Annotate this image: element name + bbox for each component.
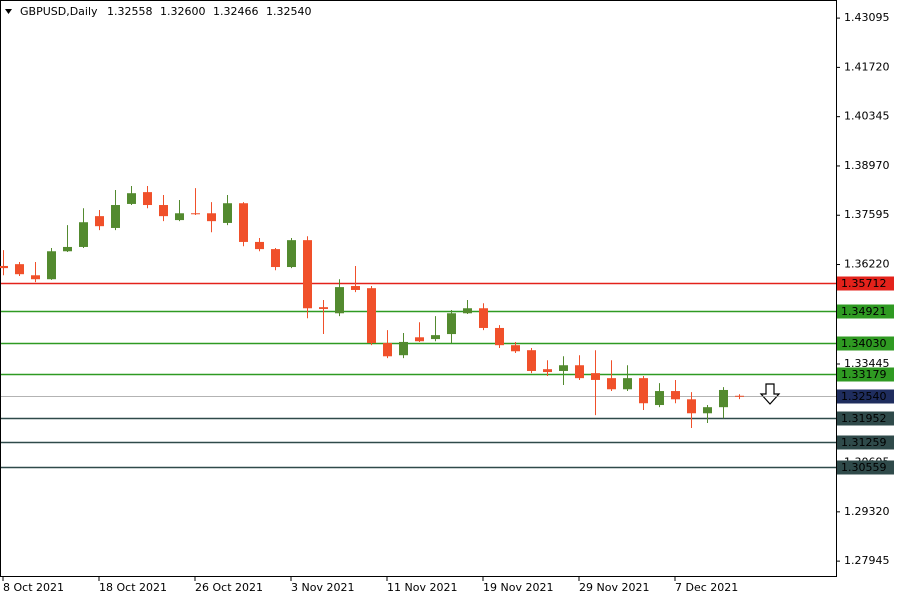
x-tick-label: 19 Nov 2021	[483, 581, 553, 594]
x-tick-label: 26 Oct 2021	[195, 581, 263, 594]
candle-body	[239, 203, 248, 242]
candle-body	[127, 193, 136, 204]
candle-body	[111, 205, 120, 228]
candle-body	[495, 327, 504, 346]
candle-body	[415, 337, 424, 342]
level-box	[837, 304, 894, 319]
candle-body	[591, 373, 600, 380]
symbol: GBPUSD,Daily	[20, 5, 98, 18]
level-label: 1.30559	[841, 461, 887, 474]
candle-body	[223, 203, 232, 223]
candle-body	[399, 341, 408, 356]
header-open: 1.32558	[107, 5, 153, 18]
sell-arrow	[759, 383, 781, 405]
x-tick-label: 18 Oct 2021	[99, 581, 167, 594]
y-tick-label: 1.36220	[844, 258, 890, 271]
candle-body	[159, 205, 168, 217]
x-tick-label: 8 Oct 2021	[3, 581, 64, 594]
x-tick-label: 3 Nov 2021	[291, 581, 354, 594]
candle-body	[143, 192, 152, 206]
candle-body	[319, 307, 328, 309]
header-low: 1.32466	[213, 5, 259, 18]
level-label: 1.34030	[841, 337, 887, 350]
candle-body	[0, 265, 8, 269]
candle-body	[351, 286, 360, 290]
candle-body	[543, 369, 552, 373]
level-box	[837, 367, 894, 382]
candle-body	[271, 249, 280, 268]
level-box	[837, 276, 894, 291]
header-close: 1.32540	[266, 5, 312, 18]
candle-body	[735, 395, 744, 397]
candle-body	[719, 389, 728, 408]
candle-body	[79, 222, 88, 247]
x-tick-label: 11 Nov 2021	[387, 581, 457, 594]
y-tick-label: 1.41720	[844, 60, 890, 73]
candle-body	[639, 378, 648, 404]
candle-body	[671, 391, 680, 400]
level-box	[837, 411, 894, 426]
level-label: 1.31952	[841, 412, 887, 425]
y-tick-label: 1.29320	[844, 505, 890, 518]
y-tick-label: 1.43095	[844, 11, 890, 24]
candle-body	[527, 350, 536, 371]
candle-body	[63, 246, 72, 252]
candle-body	[383, 343, 392, 357]
candle-body	[703, 407, 712, 414]
level-box	[837, 336, 894, 351]
level-label: 1.31259	[841, 436, 887, 449]
candle-body	[479, 308, 488, 328]
y-tick-label: 1.37595	[844, 208, 890, 221]
candle-body	[511, 345, 520, 352]
candle-body	[607, 378, 616, 390]
candle-body	[287, 240, 296, 268]
level-box	[837, 435, 894, 450]
header-high: 1.32600	[160, 5, 206, 18]
candle-body	[447, 313, 456, 335]
chart-header: GBPUSD,Daily 1.32558 1.32600 1.32466 1.3…	[20, 5, 312, 18]
candle-body	[623, 378, 632, 390]
level-box	[837, 460, 894, 475]
x-tick-label: 7 Dec 2021	[675, 581, 738, 594]
y-tick-label: 1.33445	[844, 357, 890, 370]
candle-body	[559, 365, 568, 371]
candle-body	[175, 213, 184, 221]
candle-body	[191, 213, 200, 215]
level-label: 1.33179	[841, 368, 887, 381]
candle-body	[431, 335, 440, 340]
candle-body	[207, 213, 216, 222]
candle-body	[463, 308, 472, 314]
last-price-label: 1.32540	[841, 390, 887, 403]
candle-body	[367, 288, 376, 344]
candle-body	[335, 287, 344, 314]
last-price-box	[837, 389, 894, 404]
candle-body	[95, 216, 104, 227]
y-tick-label: 1.40345	[844, 110, 890, 123]
level-label: 1.34921	[841, 305, 887, 318]
candle-body	[255, 241, 264, 250]
y-tick-label: 1.27945	[844, 554, 890, 567]
candle-body	[575, 365, 584, 379]
candle-body	[47, 251, 56, 280]
level-label: 1.35712	[841, 277, 887, 290]
plot-frame	[0, 0, 837, 577]
y-tick-label: 1.38970	[844, 159, 890, 172]
candle-body	[655, 391, 664, 406]
candle-body	[15, 264, 24, 275]
x-tick-label: 29 Nov 2021	[579, 581, 649, 594]
candle-body	[31, 275, 40, 280]
candle-body	[303, 240, 312, 309]
candle-body	[687, 399, 696, 414]
symbol-menu-arrow[interactable]	[5, 9, 12, 14]
